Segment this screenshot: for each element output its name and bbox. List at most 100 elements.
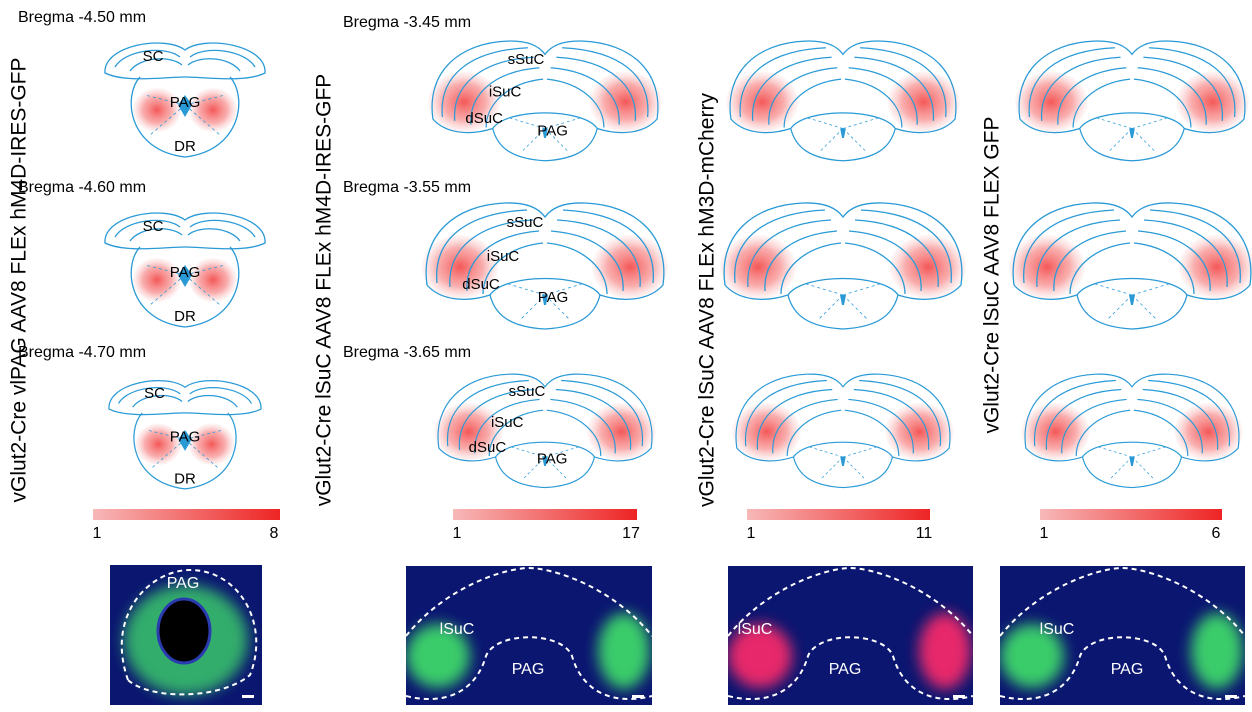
pag-outline	[492, 112, 598, 129]
region-label: SC	[143, 48, 164, 65]
dashed-line	[804, 116, 844, 129]
layer-line	[454, 56, 534, 121]
layer-line	[1133, 409, 1189, 457]
region-label: iSuC	[489, 83, 522, 100]
dashed-line	[544, 445, 582, 458]
region-label: iSuC	[491, 414, 524, 431]
layer-line	[848, 67, 918, 125]
dashed-line	[506, 116, 546, 129]
layer-line	[734, 209, 826, 284]
layer-line	[546, 78, 605, 128]
dashed-line	[1091, 282, 1133, 296]
heat-blob	[133, 258, 181, 302]
bregma-label: Bregma -4.70 mm	[18, 344, 146, 361]
brain-schematic	[720, 202, 966, 330]
layer-line	[189, 49, 256, 68]
layer-line	[772, 398, 838, 454]
scale-bar	[1225, 695, 1237, 698]
heat-blob	[1021, 403, 1090, 461]
dashed-line	[151, 439, 186, 469]
pag-outline	[793, 441, 893, 458]
dashed-line	[144, 94, 186, 106]
aqueduct	[840, 457, 846, 466]
micrograph-content	[110, 565, 262, 705]
layer-line	[446, 379, 529, 447]
layer-line	[556, 219, 641, 288]
outline	[1018, 40, 1246, 162]
layer-line	[1053, 230, 1127, 292]
heat-blob	[188, 423, 235, 466]
micrograph: lSuC PAG	[406, 566, 652, 705]
dashed-line	[1106, 294, 1133, 321]
dashed-line	[842, 294, 869, 321]
brain-schematic	[1009, 202, 1252, 330]
signal	[406, 624, 470, 688]
vertical-label: vGlut2-Cre vlPAG AAV8 FLEx hM4D-IRES-GFP	[8, 58, 31, 503]
outline	[1024, 373, 1240, 489]
outline	[729, 40, 957, 162]
dashed-line	[508, 445, 546, 458]
layer-line	[546, 409, 602, 457]
layer-line	[1149, 209, 1241, 284]
image-label: PAG	[829, 661, 862, 678]
body-outline	[130, 76, 240, 158]
signal	[1000, 624, 1064, 688]
dashed-line	[842, 456, 866, 480]
dashed-border	[728, 566, 973, 637]
sc-outline	[104, 42, 266, 80]
image-label: PAG	[512, 661, 545, 678]
layer-line	[1133, 242, 1195, 295]
micrograph-content	[728, 566, 973, 705]
heat-blob	[428, 71, 501, 133]
layer-line	[1075, 409, 1131, 457]
dashed-line	[1131, 294, 1158, 321]
layer-line	[436, 209, 528, 284]
outline	[437, 373, 653, 489]
dashed-line	[146, 429, 186, 440]
image-label: PAG	[167, 575, 200, 592]
dashed-line	[504, 282, 546, 296]
layer-line	[550, 67, 620, 125]
region-label: dSuC	[465, 110, 503, 127]
heat-blob	[587, 403, 656, 461]
sc-outline	[104, 212, 266, 250]
heat-blob	[189, 88, 237, 132]
region-label: sSuC	[507, 214, 544, 231]
heat-blob	[890, 235, 966, 299]
region-label: SC	[144, 385, 165, 402]
colorbar	[93, 509, 280, 520]
region-label: PAG	[537, 122, 568, 139]
dashed-line	[184, 439, 219, 469]
brain-schematic	[422, 202, 668, 330]
aqueduct	[840, 295, 846, 305]
dashed-line	[184, 429, 224, 440]
pag-outline	[790, 112, 896, 129]
layer-line	[470, 67, 540, 125]
bregma-label: Bregma -3.65 mm	[343, 344, 471, 361]
layer-line	[1057, 67, 1127, 125]
layer-line	[844, 409, 900, 457]
dashed-line	[1131, 456, 1155, 480]
dashed-line	[806, 445, 844, 458]
layer-line	[441, 47, 528, 118]
heat-blob	[1015, 71, 1088, 133]
dashed-border	[728, 636, 973, 701]
layer-line	[739, 47, 826, 118]
dashed-line	[144, 264, 186, 276]
aqueduct	[840, 128, 846, 138]
brain-schematic	[1021, 373, 1243, 489]
dashed-line	[820, 456, 844, 480]
vertical-label: vGlut2-Cre lSuC AAV8 FLEX GFP	[981, 116, 1004, 433]
body-outline	[130, 246, 240, 328]
layer-line	[550, 230, 624, 292]
heat-blob	[422, 235, 498, 299]
region-label: sSuC	[508, 51, 545, 68]
dashed-line	[817, 294, 844, 321]
region-label: SC	[143, 218, 164, 235]
layer-line	[860, 209, 952, 284]
heat-blob	[434, 403, 503, 461]
aqueduct	[178, 265, 192, 287]
layer-line	[556, 56, 636, 121]
dashed-line	[1109, 456, 1133, 480]
